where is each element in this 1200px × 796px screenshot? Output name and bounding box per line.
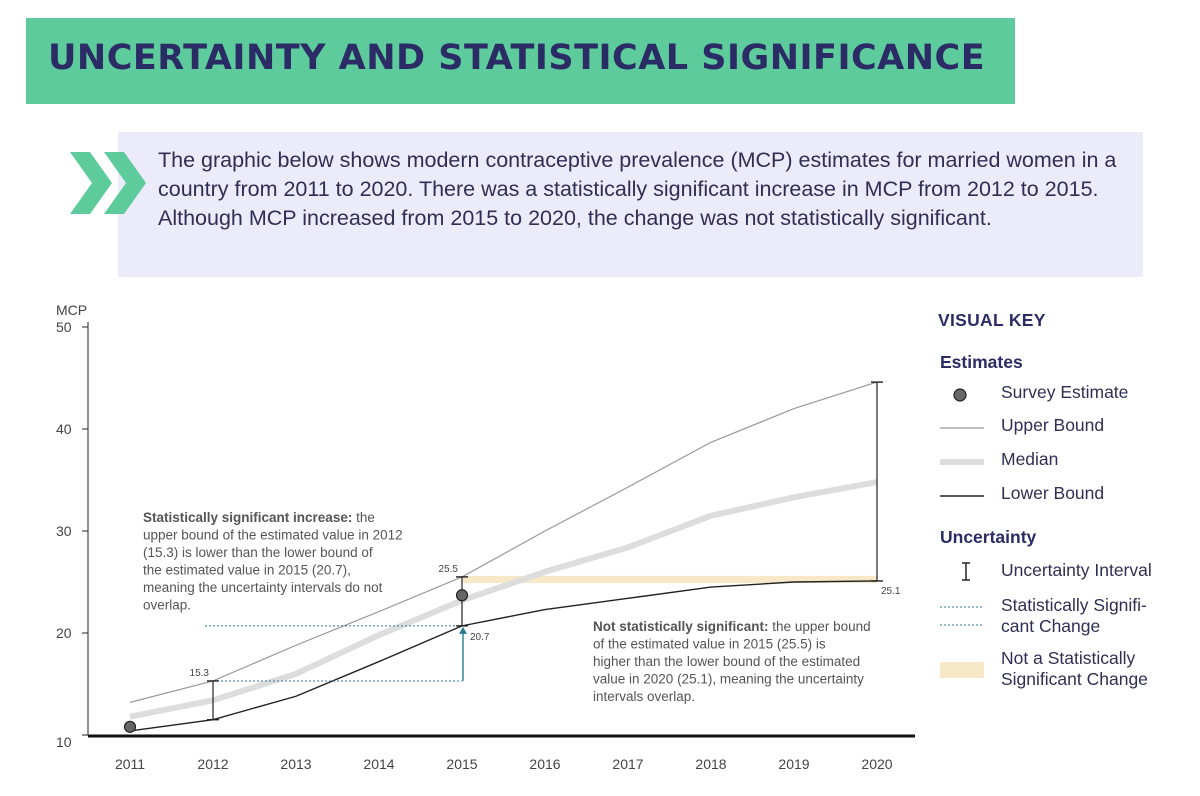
survey-estimate-icon — [953, 388, 967, 402]
x-tick-label: 2018 — [695, 756, 726, 772]
x-tick-label: 2013 — [280, 756, 311, 772]
upper-bound-line — [129, 381, 878, 703]
significant-annotation-line: (15.3) is lower than the lower bound of — [143, 545, 373, 560]
key-survey-estimate-label: Survey Estimate — [1001, 382, 1129, 402]
survey-estimate-point — [123, 720, 137, 733]
significant-annotation: Statistically significant increase: the u… — [143, 510, 403, 613]
x-tick-label: 2020 — [861, 756, 892, 772]
x-tick-label: 2014 — [363, 756, 394, 772]
significant-annotation-line: upper bound of the estimated value in 20… — [143, 528, 403, 543]
y-axis-label: MCP — [56, 302, 87, 318]
key-upper-bound-label: Upper Bound — [1001, 415, 1105, 435]
y-tick-label: 50 — [56, 319, 72, 335]
x-tick-label: 2011 — [115, 756, 145, 772]
label-2015-upper: 25.5 — [439, 564, 459, 575]
x-tick-label: 2019 — [778, 756, 809, 772]
chevron-left-icon — [70, 152, 112, 214]
label-2020-lower: 25.1 — [881, 586, 901, 597]
significant-arrow-head — [459, 626, 467, 634]
x-tick-label: 2015 — [446, 756, 477, 772]
not-significant-annotation-line: Not statistically significant: the upper… — [593, 619, 871, 634]
key-uncertainty-interval-label: Uncertainty Interval — [1001, 560, 1152, 580]
not-significant-annotation: Not statistically significant: the upper… — [593, 619, 871, 704]
significant-change-icon — [940, 606, 984, 626]
key-significant-change-label: Statistically Signifi- cant Change — [1001, 595, 1147, 636]
significant-annotation-bold: Statistically significant increase: — [143, 510, 352, 525]
label-2015-lower: 20.7 — [470, 632, 490, 643]
x-tick-label: 2016 — [529, 756, 560, 772]
median-line-icon — [940, 459, 984, 465]
visual-key: VISUAL KEY Estimates Survey Estimate Upp… — [930, 300, 1195, 700]
lower-bound-line — [129, 580, 878, 732]
key-median-label: Median — [1001, 449, 1059, 469]
not-significant-annotation-line: higher than the lower bound of the estim… — [593, 654, 860, 669]
intro-box: The graphic below shows modern contracep… — [118, 132, 1143, 277]
chevron-right-icon — [104, 152, 146, 214]
y-tick-label: 20 — [56, 625, 72, 641]
page-title: UNCERTAINTY AND STATISTICAL SIGNIFICANCE — [48, 38, 986, 78]
survey-estimate-point — [455, 589, 469, 602]
lower-bound-line-icon — [940, 495, 984, 497]
significant-annotation-line: the estimated value in 2015 (20.7), — [143, 563, 351, 578]
y-tick-label: 40 — [56, 421, 72, 437]
not-significant-annotation-bold: Not statistically significant: — [593, 619, 769, 634]
not-significant-band — [462, 575, 877, 583]
chevron-arrows-icon — [70, 152, 146, 214]
upper-bound-line-icon — [940, 427, 984, 429]
title-banner: UNCERTAINTY AND STATISTICAL SIGNIFICANCE — [26, 18, 1015, 104]
visual-key-title: VISUAL KEY — [938, 310, 1046, 330]
significant-annotation-line: Statistically significant increase: the — [143, 510, 375, 525]
key-lower-bound-label: Lower Bound — [1001, 483, 1105, 503]
significant-annotation-line: overlap. — [143, 598, 191, 613]
y-tick-label: 30 — [56, 523, 72, 539]
not-significant-annotation-line: of the estimated value in 2015 (25.5) is — [593, 637, 826, 652]
uncertainty-interval-icon — [962, 562, 970, 581]
estimates-heading: Estimates — [940, 352, 1023, 372]
intro-text: The graphic below shows modern contracep… — [158, 148, 1117, 230]
not-significant-annotation-line: value in 2020 (25.1), meaning the uncert… — [593, 672, 864, 687]
significant-annotation-line: meaning the uncertainty intervals do not — [143, 580, 383, 595]
x-tick-label: 2012 — [197, 756, 228, 772]
label-2012-upper: 15.3 — [190, 668, 210, 679]
y-tick-label: 10 — [56, 734, 72, 750]
key-not-significant-change-label: Not a Statistically Significant Change — [1001, 648, 1148, 689]
not-significant-annotation-line: intervals overlap. — [593, 689, 695, 704]
x-tick-label: 2017 — [612, 756, 643, 772]
median-line — [129, 479, 878, 720]
not-significant-change-icon — [940, 662, 984, 678]
uncertainty-heading: Uncertainty — [940, 527, 1037, 547]
